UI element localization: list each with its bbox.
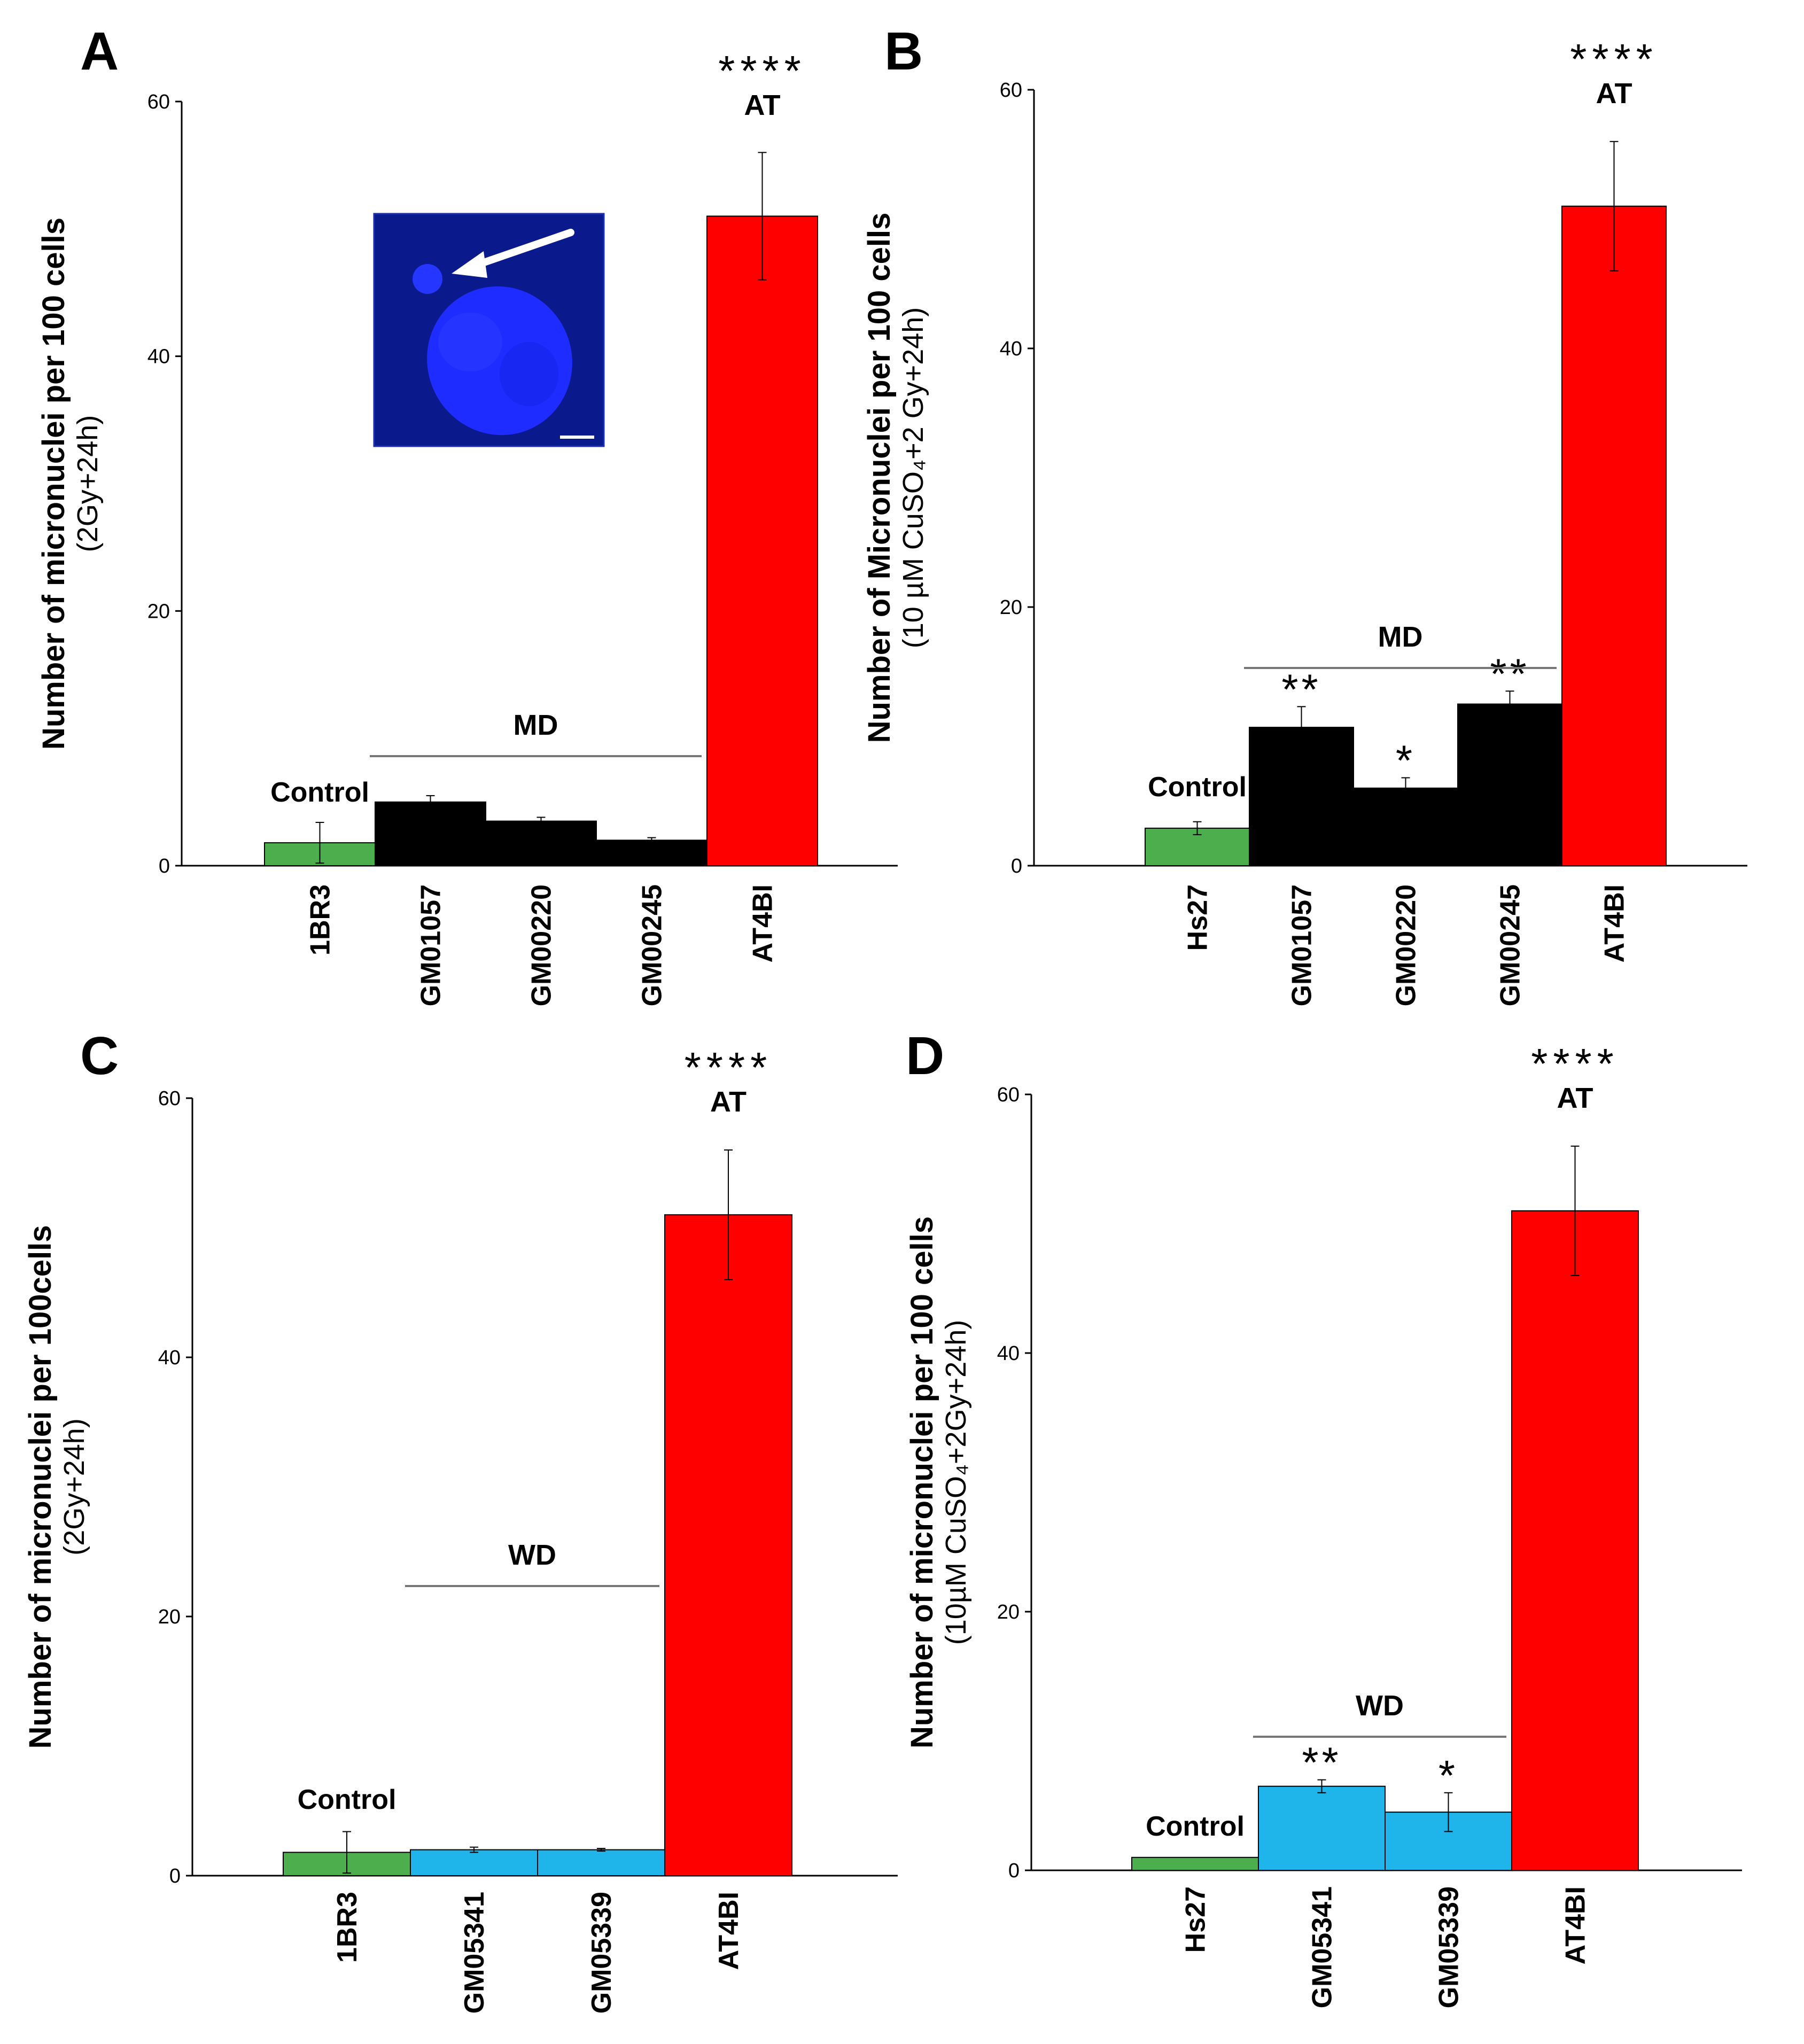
y-tick-label: 40 <box>147 346 170 368</box>
x-tick-label: AT4BI <box>748 884 779 962</box>
panel-a-chart: A 0 20 40 60 Number of micronuclei per 100 ce… <box>36 21 898 1006</box>
x-tick-label: GM00245 <box>637 884 668 1006</box>
y-tick-label: 60 <box>147 91 170 113</box>
x-tick-label: AT4BI <box>1560 1886 1591 1964</box>
x-tick-label: GM05341 <box>1307 1886 1338 2008</box>
y-axis-subtitle: (2Gy+24h) <box>58 1418 90 1556</box>
y-axis-title: Number of micronuclei per 100cells <box>23 1225 58 1749</box>
x-tick-label: GM01057 <box>416 884 447 1006</box>
x-tick-label: AT4BI <box>1599 884 1630 962</box>
y-tick-label: 40 <box>158 1347 181 1369</box>
y-axis-subtitle: (10 µM CuSO₄+2 Gy+24h) <box>897 307 929 648</box>
micronucleus-micrograph-inset <box>373 213 605 447</box>
bar <box>375 801 486 867</box>
y-axis-title: Number of micronuclei per 100 cells <box>905 1216 939 1748</box>
y-tick-label: 40 <box>1000 338 1022 360</box>
x-tick-label: GM01057 <box>1287 884 1318 1006</box>
bar <box>1457 703 1562 866</box>
bar <box>706 215 818 866</box>
x-tick-label: GM05341 <box>459 1892 490 2014</box>
significance-stars: ** <box>1490 650 1529 697</box>
y-tick-label: 20 <box>147 600 170 623</box>
arrow-head-icon <box>452 251 487 278</box>
panel-letter: B <box>884 21 923 81</box>
bar <box>1353 787 1458 867</box>
significance-stars: ** <box>1281 665 1321 713</box>
at-label: AT <box>744 89 781 121</box>
group-label: WD <box>1356 1690 1404 1722</box>
bar <box>537 1849 665 1876</box>
y-tick-label: 0 <box>1011 855 1022 877</box>
significance-stars: * <box>1438 1752 1458 1799</box>
significance-stars: ** <box>1302 1739 1341 1786</box>
y-tick-label: 20 <box>997 1601 1020 1623</box>
bar <box>664 1214 792 1876</box>
y-tick-label: 60 <box>158 1087 181 1110</box>
at-label: AT <box>1596 77 1632 110</box>
significance-stars: **** <box>1531 1040 1619 1087</box>
panel-d-chart: D 0 20 40 60 Number of micronuclei per 100 ce… <box>905 1026 1742 2008</box>
panel-b-chart: B 0 20 40 60 Number of Micronuclei per 100 ce… <box>862 21 1747 1006</box>
control-label: Control <box>1148 772 1247 803</box>
panel-letter: A <box>80 21 119 81</box>
x-tick-label: GM05339 <box>1434 1886 1465 2008</box>
y-tick-label: 20 <box>158 1606 181 1628</box>
group-label: MD <box>514 709 558 741</box>
x-tick-label: GM00245 <box>1495 884 1526 1006</box>
bar <box>1561 205 1667 866</box>
y-tick-label: 0 <box>1008 1860 1020 1882</box>
y-axis-subtitle: (2Gy+24h) <box>72 415 104 553</box>
y-tick-label: 40 <box>997 1342 1020 1365</box>
significance-stars: **** <box>1570 35 1658 83</box>
micronucleus-shape <box>413 264 442 294</box>
y-tick-label: 0 <box>169 1865 181 1887</box>
at-label: AT <box>710 1086 747 1118</box>
control-label: Control <box>270 777 369 808</box>
control-label: Control <box>1146 1811 1245 1842</box>
panel-letter: D <box>906 1026 944 1086</box>
y-axis-subtitle: (10µM CuSO₄+2Gy+24h) <box>940 1320 972 1645</box>
panel-c-chart: C 0 20 40 60 Number of micronuclei per 100cel… <box>23 1026 898 2014</box>
x-tick-label: 1BR3 <box>305 884 336 955</box>
significance-stars: **** <box>718 47 806 95</box>
y-tick-label: 60 <box>1000 79 1022 102</box>
x-tick-label: Hs27 <box>1180 1886 1211 1953</box>
group-label: WD <box>508 1539 556 1571</box>
control-label: Control <box>298 1784 396 1815</box>
bar <box>485 820 597 867</box>
significance-stars: * <box>1396 736 1416 784</box>
y-tick-label: 20 <box>1000 596 1022 619</box>
panel-letter: C <box>80 1026 119 1086</box>
bar <box>1249 727 1354 867</box>
nucleus-texture <box>438 313 502 371</box>
bar <box>1385 1812 1512 1871</box>
y-axis-title: Number of micronuclei per 100 cells <box>36 217 71 750</box>
y-tick-label: 0 <box>159 855 170 877</box>
bar <box>1131 1856 1259 1871</box>
x-tick-label: GM00220 <box>526 884 557 1006</box>
bar <box>410 1849 538 1876</box>
bar <box>596 840 707 867</box>
x-tick-label: Hs27 <box>1183 884 1214 951</box>
nucleus-texture <box>500 342 558 406</box>
x-tick-label: GM00220 <box>1391 884 1422 1006</box>
y-axis-title: Number of Micronuclei per 100 cells <box>862 213 897 743</box>
bar <box>1258 1785 1386 1871</box>
bar <box>1511 1210 1639 1871</box>
x-tick-label: AT4BI <box>713 1892 744 1970</box>
y-tick-label: 60 <box>997 1084 1020 1106</box>
group-label: MD <box>1378 621 1423 653</box>
arrow-icon <box>466 229 574 271</box>
x-tick-label: 1BR3 <box>332 1892 363 1963</box>
x-tick-label: GM05339 <box>586 1892 617 2014</box>
at-label: AT <box>1557 1082 1593 1114</box>
significance-stars: **** <box>685 1044 773 1091</box>
